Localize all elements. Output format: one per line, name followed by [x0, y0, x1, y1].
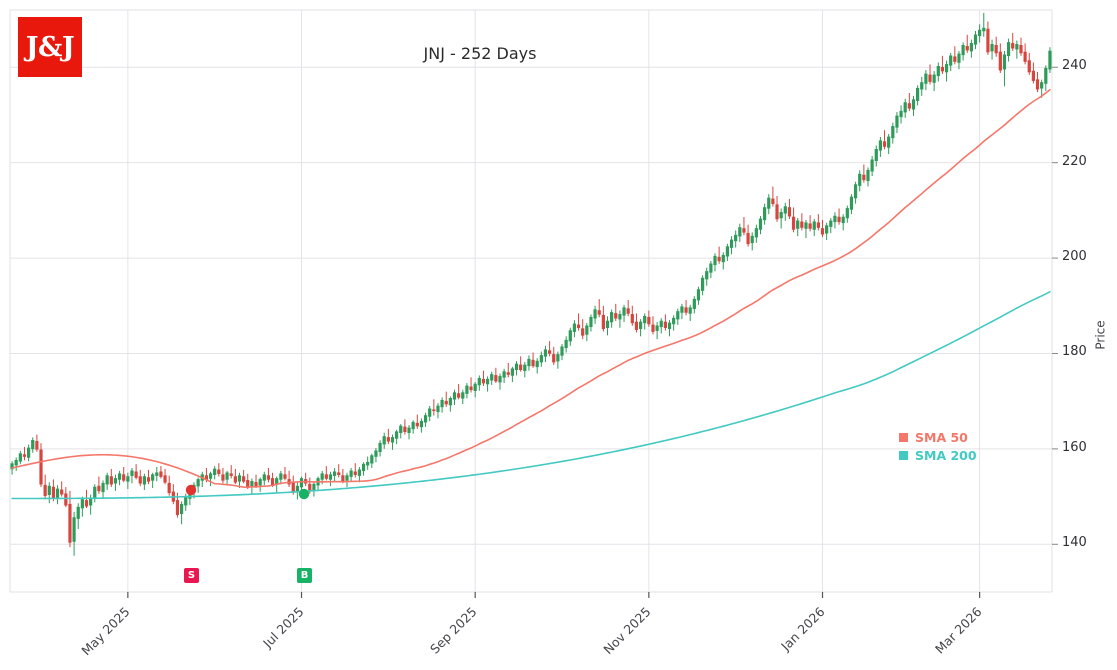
- brand-logo-text: J&J: [25, 31, 75, 63]
- y-tick-label: 140: [1062, 535, 1087, 551]
- legend-label: SMA 200: [915, 448, 977, 463]
- candlestick-series: [10, 12, 1052, 556]
- legend-swatch-icon: [899, 451, 908, 460]
- signal-badge-b: B: [297, 568, 312, 583]
- brand-logo: J&J: [18, 17, 82, 77]
- legend-item-sma-200: SMA 200: [899, 447, 977, 463]
- y-tick-label: 180: [1062, 344, 1087, 360]
- legend-label: SMA 50: [915, 430, 968, 445]
- y-tick-label: 220: [1062, 153, 1087, 169]
- y-tick-label: 160: [1062, 439, 1087, 455]
- legend-swatch-icon: [899, 433, 908, 442]
- y-axis-label: Price: [1093, 320, 1108, 350]
- signal-badge-s: S: [184, 568, 199, 583]
- signal-dot-b: [298, 488, 310, 500]
- y-tick-label: 200: [1062, 249, 1087, 265]
- signal-dot-s: [185, 484, 197, 496]
- page-title: JNJ - 252 Days: [423, 44, 537, 63]
- y-tick-label: 240: [1062, 58, 1087, 74]
- legend-item-sma-50: SMA 50: [899, 429, 968, 445]
